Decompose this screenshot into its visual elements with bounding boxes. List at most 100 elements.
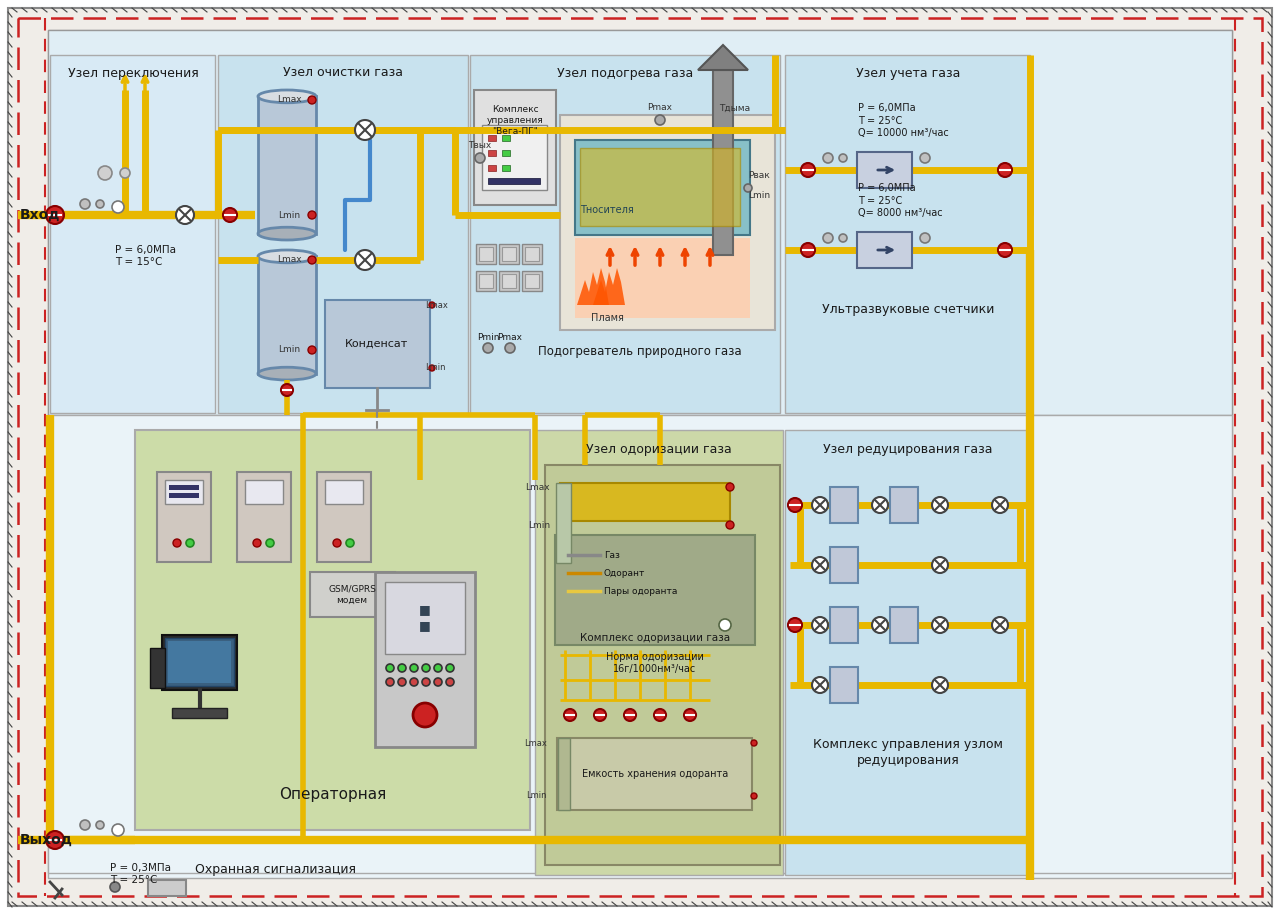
Bar bbox=[474, 90, 556, 205]
Bar bbox=[499, 271, 518, 291]
Circle shape bbox=[838, 234, 847, 242]
Text: Конденсат: Конденсат bbox=[346, 339, 408, 349]
Circle shape bbox=[992, 497, 1009, 513]
Bar bbox=[502, 165, 509, 171]
Text: Комплекс управления узлом
редуцирования: Комплекс управления узлом редуцирования bbox=[813, 738, 1004, 767]
Text: Lmin: Lmin bbox=[526, 792, 547, 801]
Bar bbox=[556, 483, 571, 563]
Text: Комплекс одоризации газа: Комплекс одоризации газа bbox=[580, 633, 730, 643]
Text: Тдыма: Тдыма bbox=[719, 103, 750, 112]
Ellipse shape bbox=[259, 90, 316, 102]
Bar bbox=[483, 125, 547, 190]
Circle shape bbox=[113, 824, 124, 836]
Bar bbox=[829, 667, 858, 703]
Circle shape bbox=[173, 539, 180, 547]
Circle shape bbox=[483, 343, 493, 353]
Polygon shape bbox=[593, 268, 625, 305]
Circle shape bbox=[387, 664, 394, 672]
Circle shape bbox=[445, 678, 454, 686]
Bar bbox=[535, 430, 783, 875]
Bar bbox=[522, 271, 541, 291]
Bar bbox=[502, 135, 509, 141]
Circle shape bbox=[422, 664, 430, 672]
Circle shape bbox=[120, 168, 131, 178]
Circle shape bbox=[788, 498, 803, 512]
Circle shape bbox=[812, 497, 828, 513]
Bar bbox=[488, 135, 497, 141]
Circle shape bbox=[872, 617, 888, 633]
Bar bbox=[244, 480, 283, 504]
Circle shape bbox=[410, 678, 419, 686]
Circle shape bbox=[506, 343, 515, 353]
Text: Пары одоранта: Пары одоранта bbox=[604, 587, 677, 596]
Bar bbox=[525, 247, 539, 261]
Circle shape bbox=[594, 709, 605, 721]
Bar bbox=[169, 485, 198, 490]
Circle shape bbox=[79, 820, 90, 830]
Circle shape bbox=[177, 206, 195, 224]
Bar bbox=[522, 244, 541, 264]
Text: Операторная: Операторная bbox=[279, 788, 387, 802]
Bar bbox=[890, 607, 918, 643]
Circle shape bbox=[333, 539, 340, 547]
Circle shape bbox=[932, 677, 948, 693]
Text: Pmax: Pmax bbox=[498, 333, 522, 342]
Bar bbox=[488, 178, 540, 184]
Circle shape bbox=[998, 243, 1012, 257]
Text: Lmin: Lmin bbox=[278, 210, 300, 219]
Bar bbox=[858, 152, 911, 188]
Circle shape bbox=[346, 539, 355, 547]
Text: Р = 6,0МПа
Т = 15°С: Р = 6,0МПа Т = 15°С bbox=[115, 245, 177, 268]
Bar bbox=[148, 880, 186, 896]
Bar bbox=[375, 572, 475, 747]
Bar bbox=[502, 150, 509, 156]
Circle shape bbox=[429, 365, 435, 371]
Text: Узел редуцирования газа: Узел редуцирования газа bbox=[823, 443, 993, 456]
Circle shape bbox=[625, 709, 636, 721]
Circle shape bbox=[282, 384, 293, 396]
Bar bbox=[385, 582, 465, 654]
Bar bbox=[325, 480, 364, 504]
Circle shape bbox=[434, 678, 442, 686]
Circle shape bbox=[823, 153, 833, 163]
Text: Lmin: Lmin bbox=[527, 520, 550, 529]
Text: Емкость хранения одоранта: Емкость хранения одоранта bbox=[582, 769, 728, 779]
Text: Pmax: Pmax bbox=[648, 103, 672, 112]
Text: Узел подогрева газа: Узел подогрева газа bbox=[557, 67, 694, 80]
Circle shape bbox=[920, 153, 931, 163]
Circle shape bbox=[46, 206, 64, 224]
Text: Пламя: Пламя bbox=[590, 313, 623, 323]
Circle shape bbox=[410, 664, 419, 672]
Bar bbox=[575, 238, 750, 318]
Ellipse shape bbox=[259, 250, 316, 262]
Bar bbox=[561, 115, 774, 330]
Bar bbox=[470, 55, 780, 413]
Bar bbox=[829, 607, 858, 643]
Bar bbox=[829, 547, 858, 583]
Circle shape bbox=[475, 153, 485, 163]
Bar bbox=[172, 708, 227, 718]
Circle shape bbox=[812, 677, 828, 693]
Text: Охранная сигнализация: Охранная сигнализация bbox=[195, 864, 356, 877]
Bar bbox=[49, 415, 1231, 873]
Circle shape bbox=[413, 703, 436, 727]
Polygon shape bbox=[698, 45, 748, 70]
Bar bbox=[476, 271, 497, 291]
Circle shape bbox=[726, 483, 733, 491]
Bar bbox=[785, 430, 1030, 875]
Circle shape bbox=[308, 256, 316, 264]
Text: Ультразвуковые счетчики: Ультразвуковые счетчики bbox=[822, 303, 995, 316]
Bar bbox=[165, 638, 234, 686]
Text: Lmax: Lmax bbox=[525, 483, 550, 492]
Circle shape bbox=[308, 211, 316, 219]
Text: Твых: Твых bbox=[468, 141, 492, 150]
Text: Узел одоризации газа: Узел одоризации газа bbox=[586, 443, 732, 456]
Bar bbox=[259, 257, 316, 374]
Circle shape bbox=[308, 96, 316, 104]
Bar bbox=[502, 247, 516, 261]
Text: Lmax: Lmax bbox=[425, 301, 448, 310]
Circle shape bbox=[812, 617, 828, 633]
Bar bbox=[890, 487, 918, 523]
Bar bbox=[575, 140, 750, 235]
Bar bbox=[488, 165, 497, 171]
